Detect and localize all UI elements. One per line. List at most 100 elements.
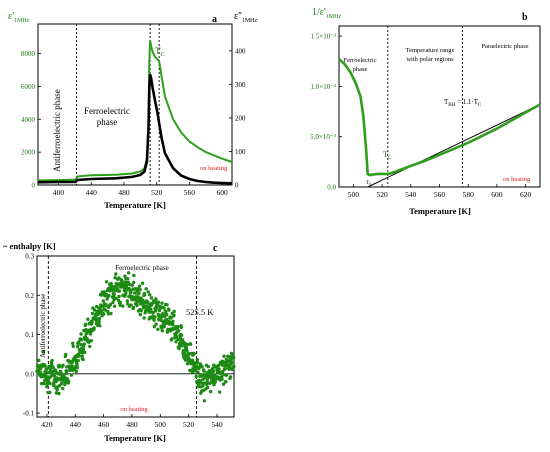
- panel-c-point: [51, 365, 55, 369]
- panel-c-point: [111, 300, 115, 305]
- panel-c-point: [160, 329, 164, 333]
- panel-c-xtick-label: 500: [155, 420, 167, 429]
- panel-b-ylabel: 1/ε'1MHz: [312, 7, 341, 20]
- panel-c-point: [45, 367, 49, 371]
- panel-a-series-eps-real: [37, 40, 233, 182]
- panel-c-point: [185, 362, 190, 366]
- panel-a-plot: 400 440 480 520 560 6000200040006000800001002…: [21, 24, 246, 197]
- panel-c-point: [109, 311, 113, 316]
- panel-c-point: [176, 329, 181, 333]
- panel-c-point: [92, 308, 97, 312]
- panel-c-point: [202, 369, 206, 373]
- panel-c-point: [136, 295, 140, 299]
- panel-c-plot: 420 440 460 480 500 520 540 -0.1 0.0 0.1 0.2 0.3: [23, 253, 236, 429]
- panel-a-ytick-label: 4000: [21, 116, 36, 124]
- panel-c-point: [228, 362, 233, 367]
- panel-c-point: [160, 301, 164, 305]
- panel-b-ferro-1: Ferroelectric: [343, 57, 376, 64]
- panel-a-series-eps-imag: [37, 73, 233, 185]
- panel-c-point: [228, 375, 233, 379]
- panel-c-point: [61, 386, 65, 391]
- panel-c-point: [195, 358, 200, 362]
- panel-a-ytick-label: 6000: [21, 83, 36, 91]
- panel-a-xtick-label: 520: [151, 188, 163, 197]
- panel-c-point: [48, 390, 52, 395]
- panel-c-point: [231, 361, 235, 365]
- panel-c-point: [169, 316, 174, 320]
- panel-c-heating: on heating: [120, 406, 148, 413]
- panel-c-xtick-label: 520: [183, 420, 195, 429]
- panel-a-xtick-label: 560: [184, 188, 196, 197]
- panel-c-frame: [36, 255, 235, 418]
- panel-c-point: [97, 310, 101, 315]
- panel-c-point: [185, 342, 189, 347]
- panel-c-point: [137, 284, 142, 288]
- panel-c-point: [211, 369, 216, 373]
- panel-c-point: [165, 313, 169, 317]
- panel-c-point: [77, 340, 81, 344]
- panel-c-point: [148, 293, 152, 297]
- panel-b-ytick-label: 0.0: [327, 184, 336, 192]
- panel-c-point: [213, 379, 217, 383]
- panel-c-point: [148, 310, 152, 314]
- panel-c-point: [190, 358, 195, 362]
- panel-a-ytick-right-label: 0: [235, 182, 239, 190]
- panel-c-point: [223, 367, 227, 371]
- panel-c-point: [84, 322, 88, 326]
- panel-c-point: [107, 293, 111, 298]
- panel-c-point: [140, 281, 145, 285]
- panel-c-point: [104, 304, 108, 308]
- panel-c-point: [232, 364, 236, 369]
- panel-c-point: [75, 344, 80, 349]
- panel-c-point: [200, 365, 204, 369]
- panel-c-point: [38, 371, 43, 375]
- panel-c-point: [229, 351, 234, 356]
- panel-c-point: [59, 381, 64, 386]
- panel-c-point: [129, 290, 133, 294]
- panel-c-point: [139, 309, 143, 313]
- panel-c-point: [82, 342, 86, 346]
- panel-b-ylabel-sub: 1MHz: [326, 14, 342, 20]
- panel-c-point: [121, 304, 125, 308]
- panel-c-point: [197, 382, 201, 386]
- panel-c-point: [57, 391, 61, 396]
- panel-b-xtick-label: 540: [405, 190, 417, 199]
- panel-c-point: [159, 318, 163, 322]
- panel-c-point: [52, 374, 56, 378]
- panel-c-point: [97, 316, 102, 321]
- panel-c-point: [79, 343, 83, 347]
- panel-c-point: [66, 380, 71, 384]
- panel-c-point: [79, 332, 83, 336]
- panel-c-point: [138, 288, 142, 292]
- panel-c-point: [101, 299, 106, 303]
- panel-c-point: [188, 342, 193, 346]
- panel-c-point: [126, 277, 130, 281]
- panel-a-letter: a: [212, 14, 217, 25]
- panel-c-point: [218, 390, 222, 394]
- panel-c-point: [69, 373, 74, 377]
- panel-b-xtick-label: 520: [376, 190, 388, 199]
- panel-c-point: [92, 326, 96, 330]
- panel-b-xlabel: Temperature [K]: [409, 206, 471, 216]
- panel-c-point: [141, 298, 145, 302]
- panel-c-point: [165, 303, 169, 307]
- panel-b-polar-1: Temperature range: [406, 47, 455, 54]
- panel-b-heating: on heating: [503, 176, 531, 183]
- panel-c-point: [45, 385, 49, 389]
- panel-c-point: [206, 364, 210, 369]
- panel-c-point: [152, 324, 156, 329]
- panel-c: 420 440 460 480 500 520 540-0.10.00.10.20.3 c …: [3, 241, 236, 443]
- panel-a-xtick-label: 400: [53, 188, 65, 197]
- panel-c-point: [198, 379, 203, 383]
- panel-c-point: [71, 344, 75, 348]
- panel-a-ylabel-right-sub: 1MHz: [242, 18, 258, 24]
- panel-a-ylabel-left: ε'1MHz: [8, 11, 30, 24]
- panel-a-ytick-label: 2000: [21, 149, 36, 157]
- panel-b-polar-2: with polar regions: [406, 56, 454, 63]
- panel-c-xtick-label: 440: [70, 420, 82, 429]
- panel-c-point: [97, 319, 101, 324]
- panel-c-point: [43, 364, 47, 368]
- panel-c-point: [65, 369, 69, 373]
- panel-c-point: [193, 361, 197, 366]
- panel-c-point: [206, 385, 210, 390]
